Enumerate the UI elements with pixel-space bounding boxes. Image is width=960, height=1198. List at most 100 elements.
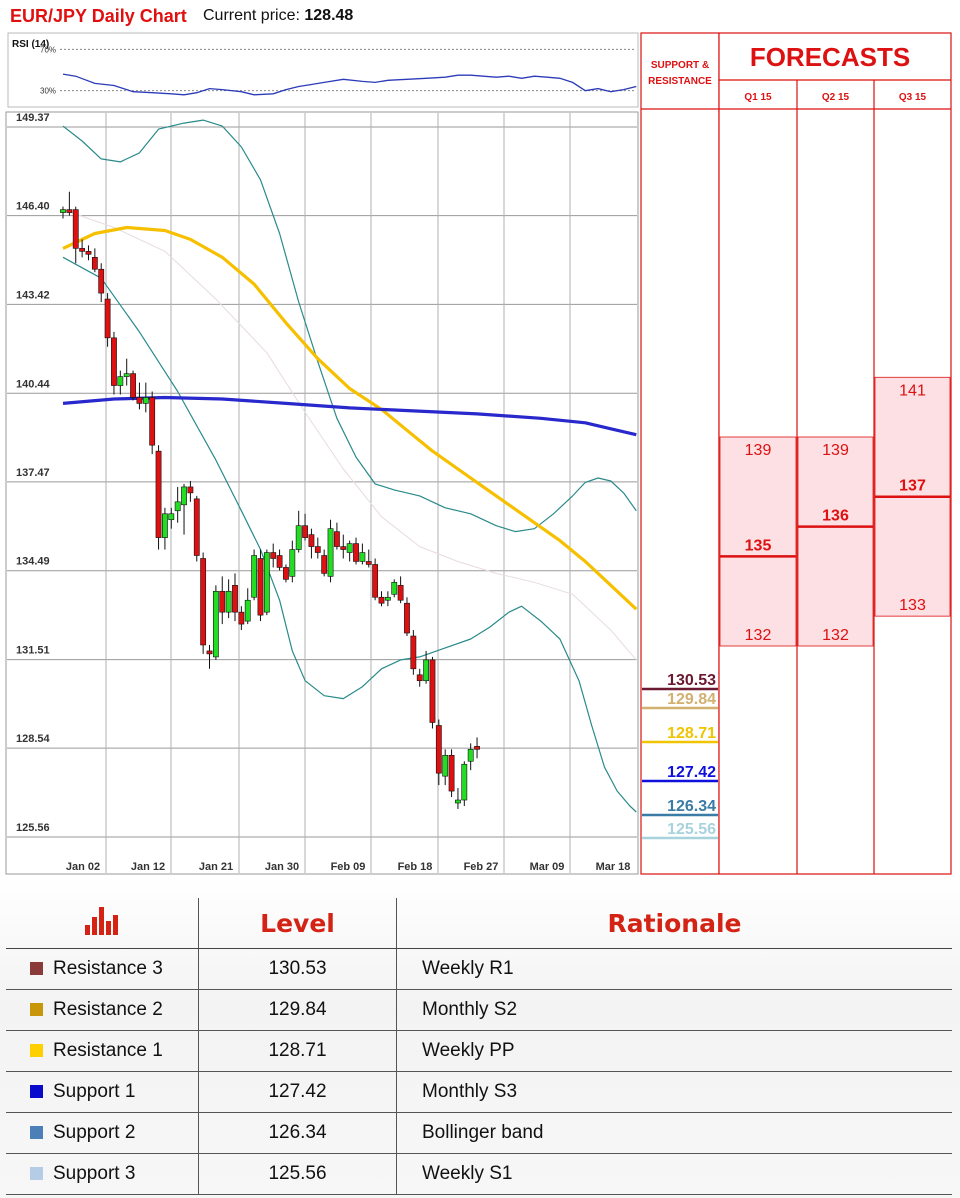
level-name: Support 1 xyxy=(6,1071,199,1113)
x-tick-label: Feb 18 xyxy=(398,861,433,873)
level-name-text: Resistance 2 xyxy=(53,999,163,1020)
level-name: Resistance 2 xyxy=(6,989,199,1031)
candle-body xyxy=(60,209,66,213)
forecast-mid: 137 xyxy=(899,478,926,495)
rationale-header: Rationale xyxy=(396,898,952,949)
candle-body xyxy=(174,501,181,512)
candle-body xyxy=(321,555,328,574)
y-tick-label: 128.54 xyxy=(16,733,51,745)
candle-body xyxy=(130,373,136,398)
levels-row: Support 3 125.56 Weekly S1 xyxy=(6,1153,952,1195)
chart-title: EUR/JPY Daily Chart xyxy=(10,6,187,26)
x-tick-label: Jan 02 xyxy=(66,861,100,873)
candle-body xyxy=(423,659,429,682)
y-tick-label: 149.37 xyxy=(16,112,50,124)
level-rationale: Weekly PP xyxy=(396,1030,952,1072)
x-tick-label: Feb 09 xyxy=(331,861,366,873)
candle-body xyxy=(442,754,449,777)
candle-body xyxy=(372,564,379,598)
bollinger-upper-line xyxy=(62,119,637,533)
y-tick-label: 125.56 xyxy=(16,822,50,834)
candle-body xyxy=(98,268,105,294)
bollinger-lower-line xyxy=(62,256,637,813)
bollinger-mid-line xyxy=(62,209,637,661)
levels-row: Resistance 1 128.71 Weekly PP xyxy=(6,1030,952,1072)
price-plot-frame xyxy=(5,111,639,875)
forecast-range-box xyxy=(797,436,874,647)
candle-body xyxy=(295,525,302,550)
level-value: 128.71 xyxy=(198,1030,397,1072)
candle-body xyxy=(206,650,213,655)
forecast-high: 141 xyxy=(899,382,926,399)
candle-body xyxy=(85,251,92,255)
forecast-low: 132 xyxy=(745,627,772,644)
levels-body: Resistance 3 130.53 Weekly R1 Resistance 2 1… xyxy=(6,948,952,1195)
sr-level-label: 125.56 xyxy=(667,821,716,838)
forecast-quarter-label: Q3 15 xyxy=(899,92,927,103)
levels-row: Resistance 3 130.53 Weekly R1 xyxy=(6,948,952,990)
candle-body xyxy=(467,749,474,762)
y-tick-label: 143.42 xyxy=(16,289,50,301)
sr-level-label: 127.42 xyxy=(667,764,716,781)
candle-body xyxy=(435,725,442,774)
level-name-text: Support 1 xyxy=(53,1081,136,1102)
candle-body xyxy=(155,450,162,538)
candle-body xyxy=(359,552,366,562)
level-swatch xyxy=(30,962,43,975)
level-rationale: Monthly S2 xyxy=(396,989,952,1031)
candle-body xyxy=(302,525,308,538)
forecast-high: 139 xyxy=(822,442,849,459)
chart-canvas: 149.37 146.40 143.42 140.44 137.47 134.49 131.… xyxy=(5,32,952,875)
level-value: 125.56 xyxy=(198,1153,397,1195)
candle-body xyxy=(181,486,187,506)
candle-body xyxy=(365,561,372,565)
level-rationale: Bollinger band xyxy=(396,1112,952,1154)
level-value: 129.84 xyxy=(198,989,397,1031)
candle-body xyxy=(410,635,417,670)
candle-body xyxy=(238,611,245,625)
rsi-line xyxy=(62,73,637,96)
candle-body xyxy=(251,555,257,598)
levels-header-row: Level Rationale xyxy=(6,898,952,949)
y-tick-label: 131.51 xyxy=(16,645,50,657)
candle-body xyxy=(378,596,385,604)
level-name-text: Resistance 1 xyxy=(53,1040,163,1061)
level-value: 126.34 xyxy=(198,1112,397,1154)
current-price: Current price: 128.48 xyxy=(203,7,353,25)
candle-body xyxy=(91,257,98,270)
levels-table: Level Rationale Resistance 3 130.53 Weekly… xyxy=(6,898,952,1195)
candle-body xyxy=(404,602,410,634)
sr-header-line1: SUPPORT & xyxy=(651,60,709,71)
x-tick-label: Feb 27 xyxy=(464,861,499,873)
candle-body xyxy=(111,337,117,386)
slow-ma-line xyxy=(62,395,637,437)
level-swatch xyxy=(30,1126,43,1139)
bar-chart-icon xyxy=(83,905,121,935)
forecast-high: 139 xyxy=(745,442,772,459)
level-name: Support 2 xyxy=(6,1112,199,1154)
forecast-range-box xyxy=(719,436,797,647)
candle-body xyxy=(66,209,73,213)
rsi-tick-label: 30% xyxy=(40,87,56,96)
y-tick-label: 137.47 xyxy=(16,467,50,479)
candle-body xyxy=(283,567,289,580)
candle-body xyxy=(244,599,251,622)
candle-body xyxy=(455,799,461,804)
level-swatch xyxy=(30,1044,43,1057)
candle-body xyxy=(448,754,455,792)
level-swatch xyxy=(30,1085,43,1098)
y-tick-label: 134.49 xyxy=(16,556,50,568)
candle-body xyxy=(257,558,264,616)
candle-body xyxy=(219,590,226,613)
level-name: Resistance 1 xyxy=(6,1030,199,1072)
candle-body xyxy=(142,397,149,404)
levels-row: Support 2 126.34 Bollinger band xyxy=(6,1112,952,1154)
forecast-low: 132 xyxy=(822,627,849,644)
candle-body xyxy=(474,746,480,750)
level-rationale: Weekly R1 xyxy=(396,948,952,990)
candle-body xyxy=(340,546,347,550)
level-value: 127.42 xyxy=(198,1071,397,1113)
candle-body xyxy=(397,585,404,601)
candle-body xyxy=(263,552,270,613)
forecast-quarter-label: Q2 15 xyxy=(822,92,850,103)
